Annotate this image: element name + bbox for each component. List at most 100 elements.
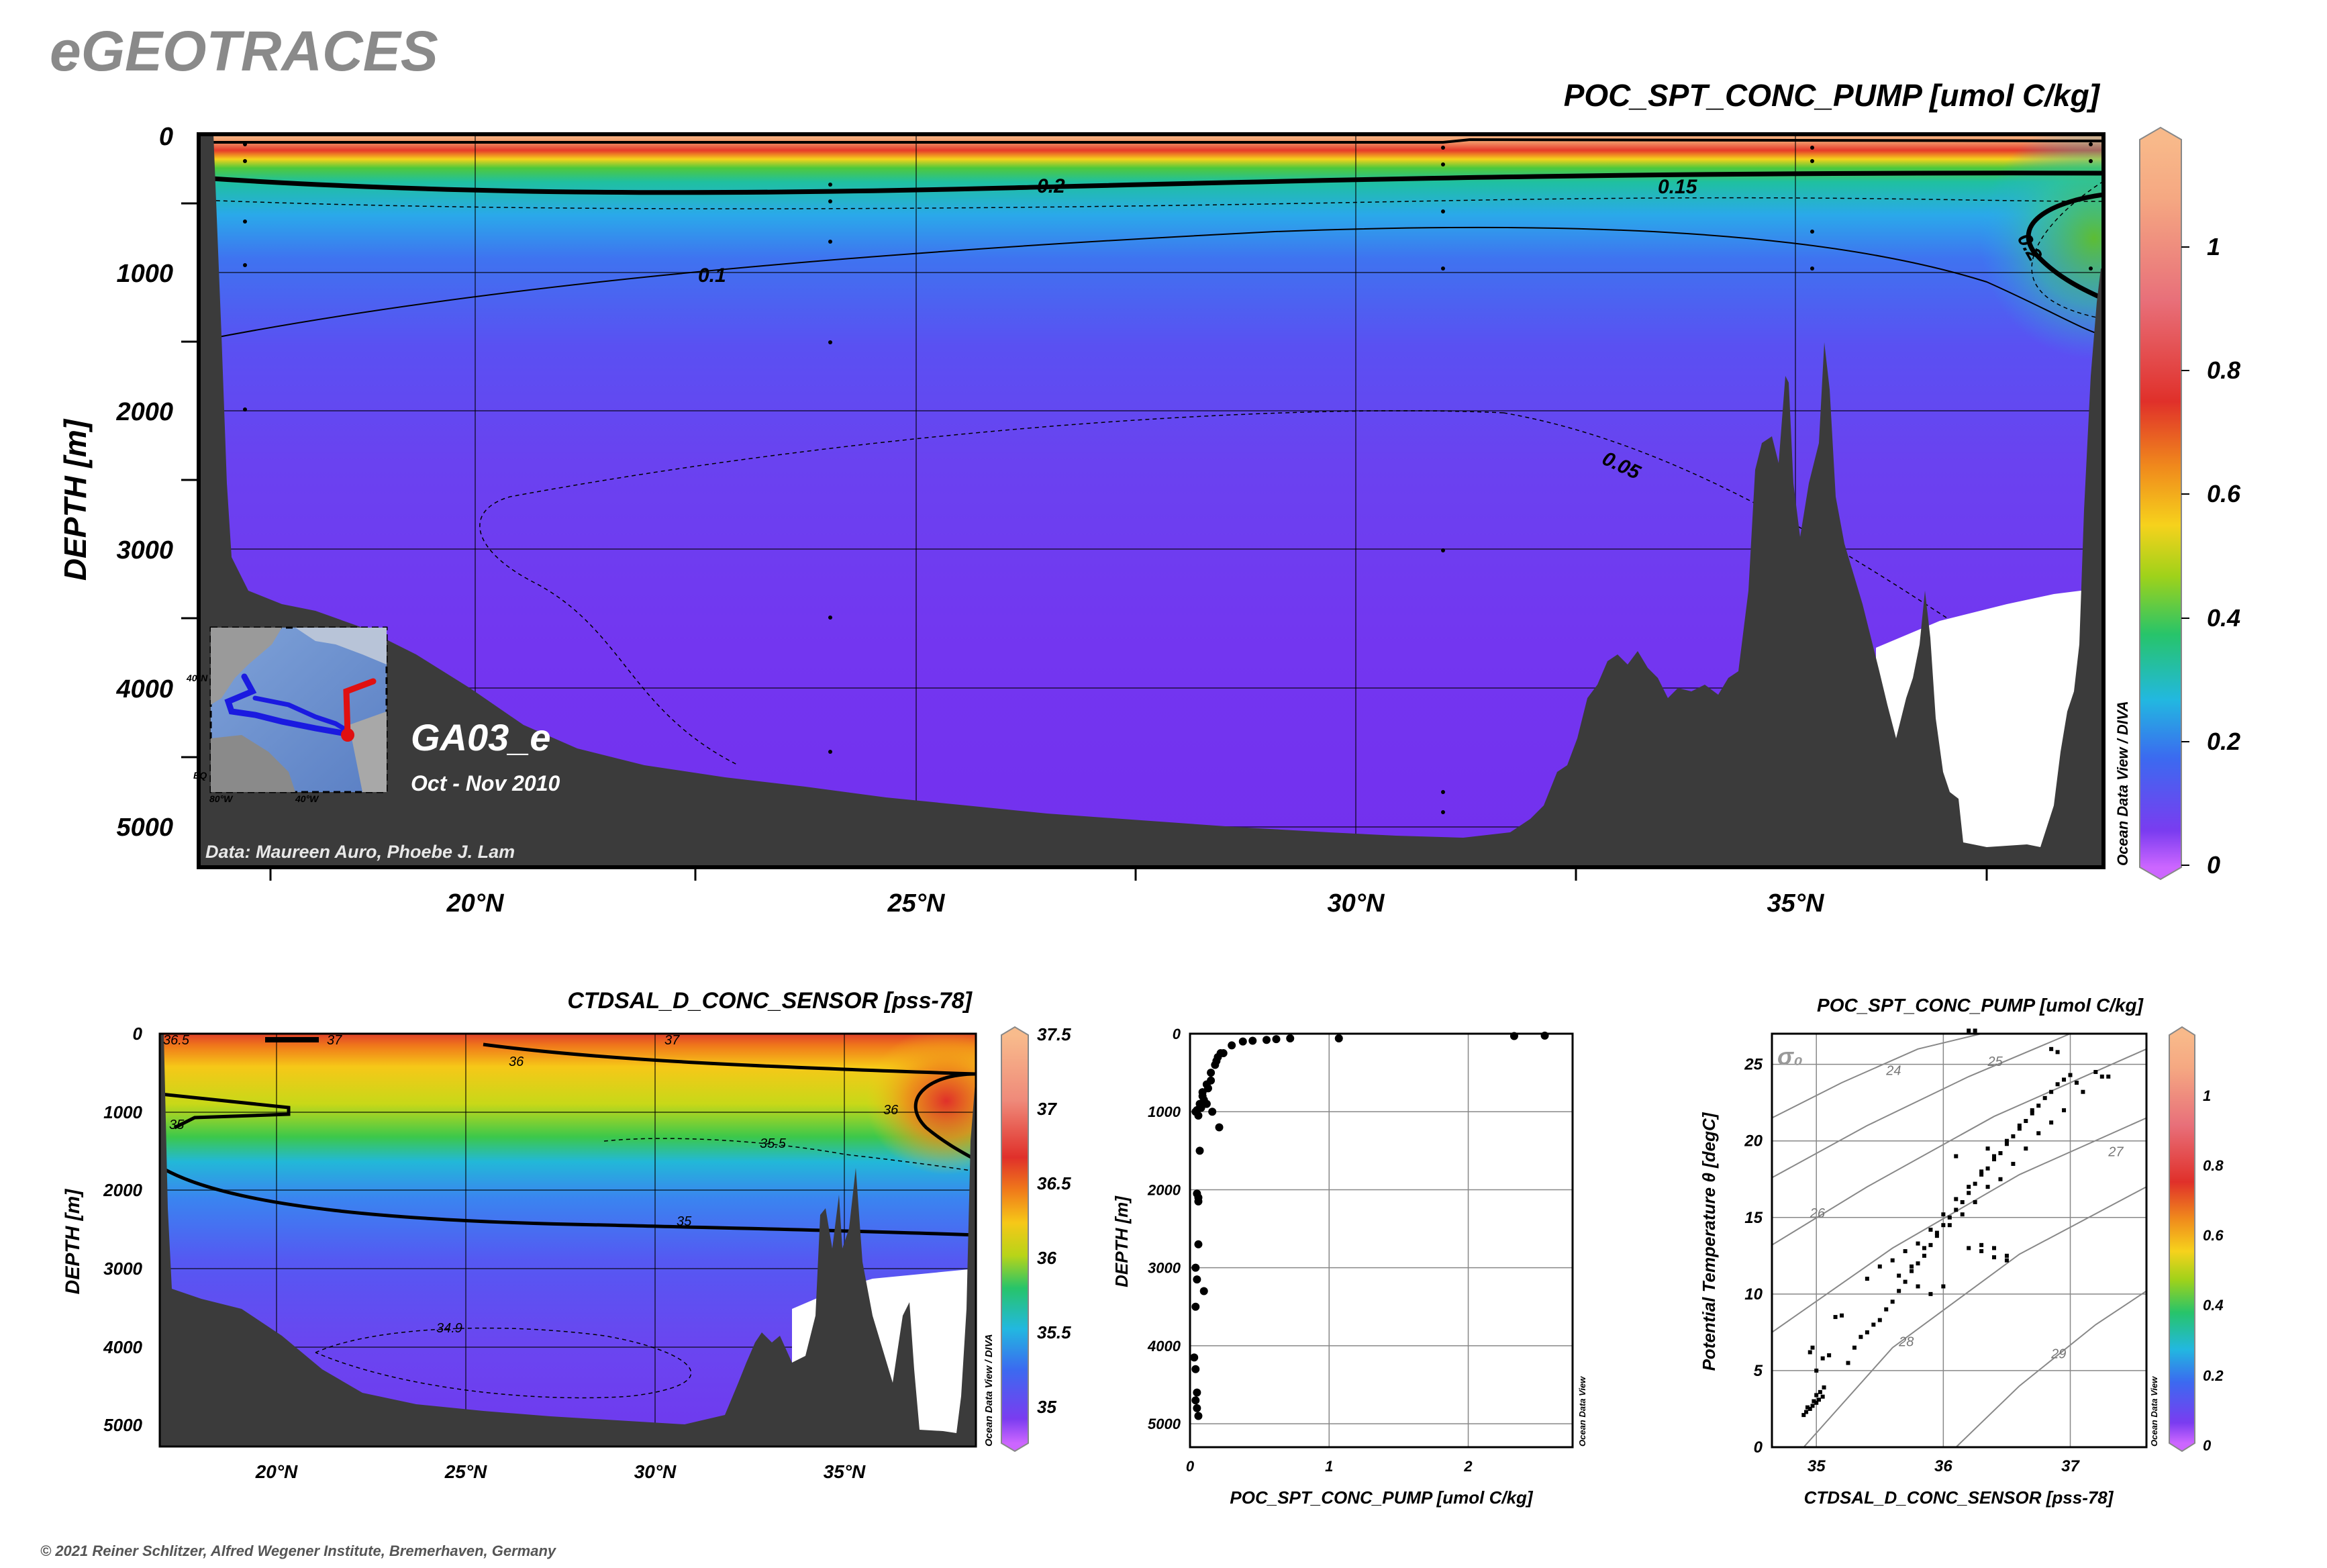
ts-point	[1804, 1410, 1809, 1414]
contour-label: 36	[883, 1103, 899, 1118]
colorbar-tick-label: 0.4	[2203, 1297, 2224, 1314]
ts-point	[1801, 1413, 1806, 1418]
contour-line	[201, 197, 2103, 209]
profile-point	[1193, 1189, 1201, 1198]
contour-label: 35.5	[760, 1136, 787, 1151]
contour-line	[160, 1092, 291, 1130]
ts-point	[1922, 1246, 1926, 1251]
ts-point	[1979, 1172, 1984, 1177]
ts-point	[1805, 1405, 1810, 1410]
y-tick-label: 4000	[1147, 1338, 1181, 1355]
x-tick-label: 35°N	[1767, 889, 1825, 918]
main-x-axis: 20°N 25°N 30°N 35°N	[269, 867, 1988, 918]
ts-point	[1973, 1199, 1977, 1204]
isopycnal-label: 28	[1898, 1334, 1914, 1349]
ts-point	[1960, 1212, 1965, 1217]
ts-point	[1960, 1199, 1965, 1204]
x-tick-label: 1	[1325, 1458, 1333, 1475]
colorbar-tick-label: 1	[2207, 233, 2220, 260]
y-tick-label: 5000	[103, 1415, 142, 1435]
ts-point	[1859, 1334, 1863, 1339]
profile-points	[1190, 1031, 1549, 1420]
isopycnal-line	[1771, 1033, 1982, 1119]
ts-point	[1916, 1241, 1920, 1246]
x-tick-label: 2	[1463, 1458, 1473, 1475]
ts-point	[2049, 1089, 2054, 1094]
ts-point	[1808, 1406, 1812, 1411]
ts-ticks: 35 36 37 0 5 10 15 20 25	[1744, 1056, 2080, 1475]
profile-x-label: POC_SPT_CONC_PUMP [umol C/kg]	[1230, 1487, 1534, 1508]
ts-point	[1814, 1393, 1819, 1398]
ts-point	[1877, 1318, 1882, 1322]
profile-point	[1191, 1365, 1200, 1373]
ts-point	[1916, 1284, 1920, 1289]
ts-point	[1947, 1215, 1952, 1220]
ts-point	[2024, 1146, 2028, 1151]
y-tick-label: 10	[1744, 1285, 1763, 1304]
profile-point	[1194, 1197, 1203, 1206]
contour-label: 36.5	[163, 1033, 190, 1048]
colorbar-tick-label: 37	[1037, 1099, 1057, 1119]
profile-point	[1207, 1076, 1216, 1085]
ts-point	[1973, 1181, 1977, 1186]
ts-title: POC_SPT_CONC_PUMP [umol C/kg]	[1817, 995, 2144, 1016]
ts-point	[2011, 1161, 2016, 1166]
contour-label: 36	[509, 1055, 524, 1069]
x-tick-label: 30°N	[634, 1461, 677, 1482]
x-tick-label: 36	[1934, 1457, 1952, 1475]
ts-point	[1934, 1234, 1939, 1238]
ts-point	[1820, 1356, 1825, 1361]
ts-point	[1890, 1258, 1895, 1263]
bathymetry	[199, 134, 2103, 867]
ts-points	[1801, 1028, 2111, 1418]
ts-point	[2049, 1046, 2054, 1051]
y-tick-label: 5	[1754, 1362, 1763, 1380]
profile-point	[1190, 1353, 1199, 1362]
x-tick-label: 35°N	[824, 1461, 866, 1482]
profile-point	[1208, 1108, 1217, 1116]
main-colorbar: 1 0.8 0.6 0.4 0.2 0	[2139, 126, 2241, 881]
ts-point	[2030, 1111, 2034, 1116]
ts-point	[1934, 1230, 1939, 1235]
ts-point	[2004, 1258, 2009, 1263]
copyright-text: © 2021 Reiner Schlitzer, Alfred Wegener …	[40, 1542, 557, 1559]
profile-point	[1193, 1275, 1201, 1284]
contour-label: 0.1	[698, 264, 726, 287]
ts-x-label: CTDSAL_D_CONC_SENSOR [pss-78]	[1804, 1487, 2114, 1508]
colorbar-tick-label: 0.8	[2203, 1157, 2224, 1174]
profile-point	[1199, 1287, 1208, 1295]
y-tick-label: 1000	[103, 1102, 142, 1122]
main-section-blob	[1980, 134, 2103, 359]
profile-point	[1248, 1036, 1257, 1045]
odv-watermark: Ocean Data View / DIVA	[2114, 701, 2131, 866]
ts-point	[1865, 1330, 1869, 1334]
y-tick-label: 0	[1173, 1026, 1181, 1042]
ts-point	[1992, 1255, 1997, 1260]
ts-point	[2017, 1126, 2022, 1131]
x-tick-label: 20°N	[446, 889, 505, 918]
contour-line	[207, 226, 2103, 340]
profile-point	[1194, 1112, 1203, 1120]
colorbar-tick-label: 0.4	[2207, 604, 2240, 632]
inset-map-label: 80°W	[209, 793, 234, 804]
salinity-colorbar: 37.5 37 36.5 36 35.5 35	[1001, 1024, 1071, 1453]
odv-watermark: Ocean Data View	[2149, 1376, 2159, 1447]
colorbar-tick-label: 37.5	[1037, 1024, 1071, 1044]
ts-point	[1992, 1246, 1997, 1251]
inset-map-label: 40°W	[295, 793, 319, 804]
data-credit: Data: Maureen Auro, Phoebe J. Lam	[205, 842, 515, 862]
profile-point	[1212, 1057, 1221, 1065]
y-tick-label: 1000	[116, 260, 173, 288]
profile-point	[1286, 1034, 1295, 1042]
ts-point	[1954, 1197, 1959, 1202]
ts-point	[2036, 1104, 2041, 1108]
contour-label: 34.9	[436, 1321, 462, 1336]
ts-point	[1833, 1315, 1838, 1320]
ts-point	[1928, 1291, 1933, 1296]
ts-point	[1928, 1228, 1933, 1232]
y-tick-label: 3000	[1148, 1260, 1181, 1277]
ts-point	[2062, 1077, 2067, 1082]
ts-frame	[1771, 1032, 2148, 1449]
contour-line	[2026, 192, 2103, 301]
cruise-name: GA03_e	[411, 716, 551, 758]
